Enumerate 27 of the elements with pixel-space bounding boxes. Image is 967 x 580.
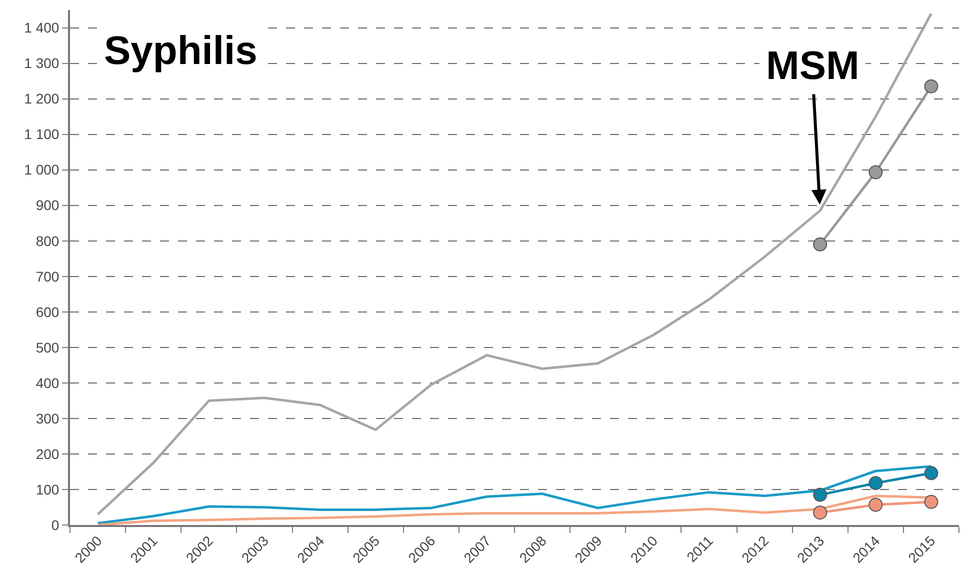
y-tick-label: 500 — [36, 339, 60, 356]
point — [813, 506, 828, 520]
point — [868, 165, 883, 180]
annotation: MSM — [766, 44, 860, 88]
y-tick-label: 300 — [36, 410, 60, 426]
y-tick-label: 400 — [36, 374, 60, 391]
y-tick-label: 1 300 — [24, 55, 60, 72]
y-tick-label: 1 000 — [24, 162, 60, 178]
y-tick-label: 0 — [51, 516, 60, 533]
y-tick-label: 800 — [36, 232, 60, 249]
y-tick-label: 200 — [36, 446, 60, 462]
y-tick-label: 1 200 — [24, 90, 60, 107]
line-series — [96, 12, 932, 516]
y-tick-label: 1 100 — [24, 126, 60, 142]
point — [924, 466, 938, 480]
y-tick-label: 1 400 — [24, 20, 60, 36]
point — [924, 494, 938, 509]
point — [868, 498, 883, 512]
y-tick-label: 600 — [36, 304, 60, 320]
point — [868, 476, 883, 490]
point — [924, 79, 938, 94]
y-tick-label: 100 — [36, 481, 60, 498]
point — [813, 488, 828, 502]
text: Syphilis — [104, 29, 258, 73]
y-tick-label: 900 — [36, 197, 60, 214]
point — [813, 237, 828, 252]
y-tick-label: 700 — [36, 268, 60, 284]
